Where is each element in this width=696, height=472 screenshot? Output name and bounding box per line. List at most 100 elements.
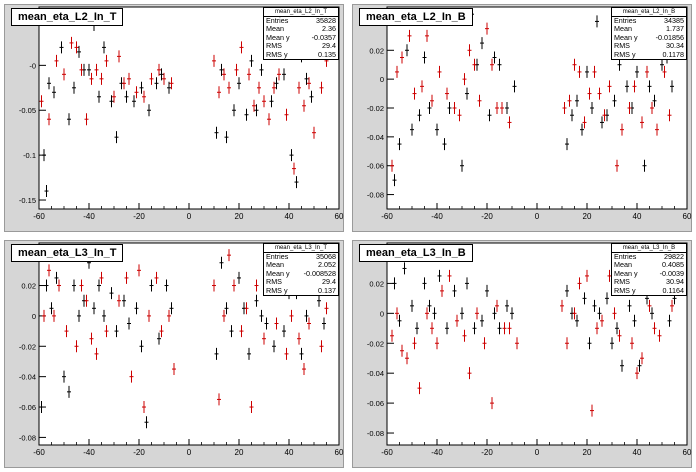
data-point bbox=[259, 309, 264, 322]
x-tick-label: 40 bbox=[285, 212, 294, 221]
data-point bbox=[92, 302, 96, 315]
data-point bbox=[607, 80, 612, 93]
data-point bbox=[299, 347, 304, 360]
y-tick-label: -0.06 bbox=[367, 162, 384, 171]
data-point bbox=[427, 102, 432, 114]
data-point bbox=[575, 94, 579, 107]
data-point bbox=[482, 337, 487, 350]
data-point bbox=[89, 72, 94, 85]
data-point bbox=[257, 81, 261, 94]
stats-row: RMS y 0.1164 bbox=[612, 286, 686, 295]
plot-title: mean_eta_L2_In_T bbox=[11, 8, 124, 26]
x-tick-label: 20 bbox=[235, 448, 244, 457]
data-point bbox=[109, 95, 114, 108]
plot-title: mean_eta_L2_In_B bbox=[359, 8, 473, 26]
data-point bbox=[640, 116, 644, 129]
x-tick-label: 40 bbox=[633, 212, 642, 221]
data-point bbox=[452, 102, 457, 114]
data-point bbox=[635, 367, 639, 380]
data-point bbox=[97, 90, 101, 103]
data-point bbox=[49, 302, 54, 315]
data-point bbox=[395, 307, 399, 320]
data-point bbox=[560, 299, 564, 312]
data-point bbox=[224, 302, 229, 315]
data-point bbox=[42, 149, 46, 162]
data-point bbox=[567, 94, 572, 107]
data-point bbox=[254, 279, 259, 292]
data-point bbox=[465, 277, 469, 290]
data-point bbox=[44, 185, 49, 198]
stat-value: 30.94 bbox=[666, 277, 684, 287]
stat-value: -0.01856 bbox=[655, 32, 684, 42]
data-point bbox=[284, 108, 289, 121]
x-tick-label: -20 bbox=[481, 448, 493, 457]
data-point bbox=[304, 309, 309, 322]
data-point bbox=[432, 307, 437, 320]
data-point bbox=[417, 382, 422, 395]
data-point bbox=[512, 80, 517, 93]
data-point bbox=[437, 269, 442, 282]
data-point bbox=[147, 309, 151, 322]
data-point bbox=[129, 370, 134, 383]
data-point bbox=[74, 340, 79, 353]
data-point bbox=[460, 159, 464, 172]
data-point bbox=[124, 90, 129, 103]
data-point bbox=[137, 264, 141, 277]
data-point bbox=[159, 325, 164, 338]
data-point bbox=[284, 347, 289, 360]
data-point bbox=[447, 269, 452, 282]
data-point bbox=[307, 77, 311, 90]
data-point bbox=[487, 109, 492, 122]
x-tick-label: -20 bbox=[133, 212, 145, 221]
data-point bbox=[595, 15, 599, 28]
data-point bbox=[74, 41, 79, 54]
data-point bbox=[497, 58, 502, 71]
data-point bbox=[102, 41, 106, 54]
data-point bbox=[244, 108, 249, 121]
data-point bbox=[492, 307, 497, 320]
y-tick-label: -0.06 bbox=[367, 399, 384, 408]
data-point bbox=[437, 65, 442, 78]
data-point bbox=[642, 159, 647, 172]
data-point bbox=[667, 314, 672, 327]
stat-label: RMS bbox=[266, 41, 282, 51]
data-point bbox=[97, 279, 101, 292]
stat-label: Mean y bbox=[614, 268, 638, 278]
plot-svg: -60-40-2002040600.040.020-0.02-0.04-0.06… bbox=[367, 6, 692, 221]
data-point bbox=[154, 271, 159, 284]
data-point bbox=[500, 102, 504, 114]
data-point bbox=[467, 44, 472, 57]
stat-label: RMS y bbox=[614, 49, 636, 59]
data-point bbox=[617, 329, 622, 342]
pad-4: -60-40-2002040600.040.020-0.02-0.04-0.06… bbox=[352, 240, 692, 468]
data-point bbox=[435, 337, 439, 350]
data-point bbox=[607, 269, 612, 282]
data-point bbox=[39, 95, 44, 108]
stat-label: RMS y bbox=[266, 49, 288, 59]
x-tick-label: -60 bbox=[381, 448, 393, 457]
y-tick-label: -0.02 bbox=[367, 339, 384, 348]
data-point bbox=[254, 294, 259, 307]
data-point bbox=[297, 332, 301, 345]
stats-row: RMS y 0.1178 bbox=[612, 49, 686, 59]
data-point bbox=[510, 307, 514, 320]
stat-label: Mean y bbox=[614, 32, 638, 42]
data-point bbox=[94, 63, 99, 76]
data-point bbox=[600, 116, 604, 129]
y-tick-label: 0 bbox=[380, 75, 384, 84]
data-point bbox=[405, 44, 409, 57]
data-point bbox=[480, 314, 484, 327]
data-point bbox=[162, 72, 166, 85]
data-point bbox=[397, 138, 402, 151]
x-tick-label: -20 bbox=[133, 448, 145, 457]
data-point bbox=[219, 63, 224, 76]
data-point bbox=[615, 322, 619, 335]
data-point bbox=[324, 302, 329, 315]
data-point bbox=[495, 299, 499, 312]
data-point bbox=[407, 29, 412, 42]
data-point bbox=[239, 325, 244, 338]
stat-value: 1.737 bbox=[666, 24, 684, 34]
data-point bbox=[84, 113, 89, 126]
pad-3: -60-40-2002040600.040.020-0.02-0.04-0.06… bbox=[4, 240, 344, 468]
data-point bbox=[167, 81, 171, 94]
